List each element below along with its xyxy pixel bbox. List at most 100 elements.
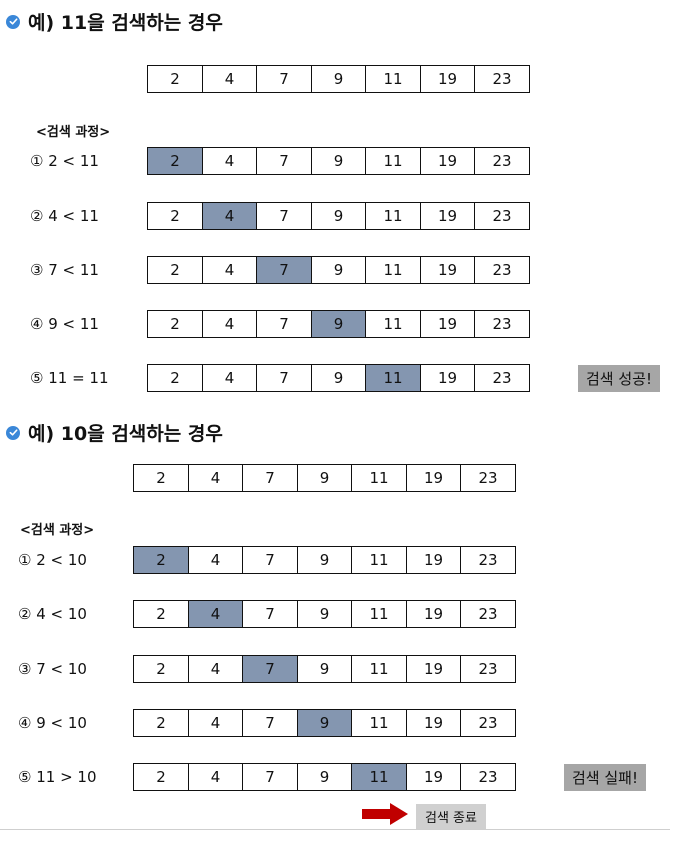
step-array: 2 4 7 9 11 19 23	[133, 709, 516, 737]
array-cell: 9	[310, 147, 367, 175]
step-array: 2 4 7 9 11 19 23	[147, 310, 530, 338]
array-cell: 7	[242, 546, 298, 574]
array-cell: 7	[242, 600, 298, 628]
array-cell: 19	[405, 464, 462, 492]
array-cell: 19	[405, 763, 462, 791]
array-cell: 2	[133, 655, 189, 683]
array-cell: 11	[351, 600, 407, 628]
array-cell: 9	[296, 600, 353, 628]
array-cell: 19	[419, 310, 476, 338]
array-cell: 11	[365, 147, 421, 175]
step-label: ④ 9 < 11	[30, 315, 99, 333]
array-cell: 2	[133, 709, 189, 737]
array-cell: 4	[187, 763, 244, 791]
divider	[0, 829, 670, 830]
array-cell: 7	[256, 65, 312, 93]
example-title: 예) 10을 검색하는 경우	[6, 419, 223, 446]
array-cell: 23	[460, 763, 516, 791]
array-cell: 7	[256, 310, 312, 338]
step-array: 2 4 7 9 11 19 23	[147, 364, 530, 392]
array-cell: 9	[310, 364, 367, 392]
array-cell: 4	[187, 546, 244, 574]
array-cell: 19	[405, 546, 462, 574]
sorted-array: 2 4 7 9 11 19 23	[133, 464, 516, 492]
array-cell: 2	[147, 310, 203, 338]
array-cell: 23	[474, 65, 530, 93]
highlighted-cell: 7	[242, 655, 298, 683]
check-circle-icon	[6, 14, 20, 29]
array-cell: 19	[405, 655, 462, 683]
array-cell: 23	[460, 600, 516, 628]
highlighted-cell: 9	[310, 310, 367, 338]
array-cell: 7	[242, 464, 298, 492]
array-cell: 11	[365, 202, 421, 230]
array-cell: 9	[296, 763, 353, 791]
highlighted-cell: 2	[133, 546, 189, 574]
array-cell: 7	[256, 364, 312, 392]
step-label: ① 2 < 11	[30, 152, 99, 170]
step-label: ① 2 < 10	[18, 551, 87, 569]
array-cell: 11	[365, 256, 421, 284]
array-cell: 4	[201, 147, 258, 175]
step-array: 2 4 7 9 11 19 23	[133, 546, 516, 574]
step-array: 2 4 7 9 11 19 23	[147, 147, 530, 175]
step-label: ⑤ 11 > 10	[18, 768, 97, 786]
array-cell: 4	[201, 65, 258, 93]
step-label: ⑤ 11 = 11	[30, 369, 109, 387]
array-cell: 4	[187, 709, 244, 737]
sorted-array: 2 4 7 9 11 19 23	[147, 65, 530, 93]
array-cell: 11	[365, 310, 421, 338]
example-title: 예) 11을 검색하는 경우	[6, 8, 223, 35]
step-label: ③ 7 < 11	[30, 261, 99, 279]
array-cell: 9	[296, 464, 353, 492]
array-cell: 9	[310, 256, 367, 284]
highlighted-cell: 2	[147, 147, 203, 175]
array-cell: 2	[133, 763, 189, 791]
array-cell: 4	[201, 256, 258, 284]
array-cell: 23	[474, 256, 530, 284]
step-array: 2 4 7 9 11 19 23	[147, 256, 530, 284]
array-cell: 4	[187, 655, 244, 683]
step-array: 2 4 7 9 11 19 23	[133, 763, 516, 791]
array-cell: 23	[460, 464, 516, 492]
array-cell: 19	[419, 364, 476, 392]
array-cell: 19	[405, 600, 462, 628]
array-cell: 2	[147, 65, 203, 93]
process-label: <검색 과정>	[36, 125, 111, 140]
step-label: ③ 7 < 10	[18, 660, 87, 678]
array-cell: 2	[133, 464, 189, 492]
example-title-text: 예) 10을 검색하는 경우	[28, 423, 223, 445]
array-cell: 19	[419, 65, 476, 93]
array-cell: 11	[351, 464, 407, 492]
step-array: 2 4 7 9 11 19 23	[133, 600, 516, 628]
check-circle-icon	[6, 425, 20, 440]
array-cell: 23	[474, 147, 530, 175]
array-cell: 2	[147, 364, 203, 392]
array-cell: 11	[365, 65, 421, 93]
step-array: 2 4 7 9 11 19 23	[147, 202, 530, 230]
array-cell: 19	[419, 147, 476, 175]
array-cell: 7	[242, 709, 298, 737]
highlighted-cell: 11	[351, 763, 407, 791]
array-cell: 2	[147, 202, 203, 230]
step-label: ② 4 < 11	[30, 207, 99, 225]
array-cell: 7	[256, 202, 312, 230]
array-cell: 19	[419, 256, 476, 284]
array-cell: 19	[405, 709, 462, 737]
array-cell: 23	[474, 310, 530, 338]
array-cell: 23	[474, 364, 530, 392]
array-cell: 23	[474, 202, 530, 230]
array-cell: 23	[460, 655, 516, 683]
search-end: 검색 종료	[362, 803, 486, 829]
array-cell: 9	[296, 546, 353, 574]
step-label: ④ 9 < 10	[18, 714, 87, 732]
array-cell: 9	[296, 655, 353, 683]
step-array: 2 4 7 9 11 19 23	[133, 655, 516, 683]
array-cell: 23	[460, 709, 516, 737]
array-cell: 4	[201, 364, 258, 392]
array-cell: 4	[201, 310, 258, 338]
right-arrow-icon	[362, 803, 408, 829]
array-cell: 2	[133, 600, 189, 628]
array-cell: 23	[460, 546, 516, 574]
highlighted-cell: 11	[365, 364, 421, 392]
